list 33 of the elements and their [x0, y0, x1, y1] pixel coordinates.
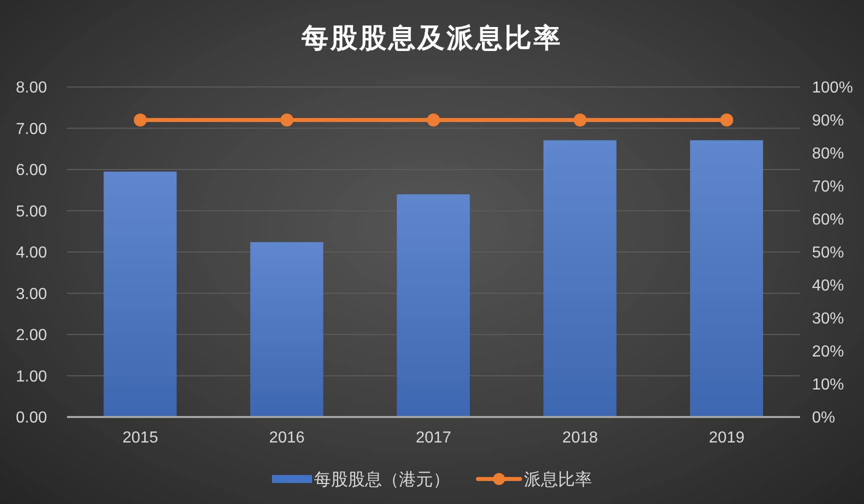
y-tick-label: 1.00 [16, 368, 48, 386]
x-tick-label: 2019 [708, 429, 745, 446]
y2-tick-label: 60% [812, 212, 844, 229]
bar [250, 242, 324, 417]
y-tick-label: 3.00 [16, 286, 48, 303]
y2-tick-label: 80% [812, 146, 844, 163]
legend-label: 每股股息（港元） [314, 468, 450, 490]
y2-tick-label: 90% [812, 112, 844, 130]
y2-tick-label: 30% [812, 310, 844, 328]
y-tick-label: 0.00 [16, 410, 48, 427]
x-tick-label: 2016 [269, 429, 305, 446]
bar [543, 140, 616, 417]
chart-title: 每股股息及派息比率 [300, 22, 564, 55]
bar [104, 172, 177, 417]
legend-label: 派息比率 [524, 468, 592, 490]
x-tick-label: 2018 [562, 429, 598, 446]
x-tick-label: 2015 [122, 429, 158, 446]
bar [690, 140, 764, 417]
y2-tick-label: 50% [812, 244, 844, 262]
y-tick-label: 6.00 [16, 162, 48, 180]
y2-tick-label: 20% [812, 344, 844, 361]
y2-tick-label: 10% [812, 376, 844, 394]
y2-tick-label: 100% [812, 80, 853, 97]
x-tick-label: 2017 [416, 429, 452, 446]
y-tick-label: 8.00 [16, 80, 48, 97]
y2-tick-label: 0% [812, 410, 836, 427]
y-tick-label: 7.00 [16, 120, 48, 138]
y2-tick-label: 40% [812, 278, 844, 295]
y2-tick-label: 70% [812, 178, 844, 196]
y-tick-label: 4.00 [16, 244, 48, 262]
y-tick-label: 5.00 [16, 203, 48, 220]
y-tick-label: 2.00 [16, 327, 48, 344]
bar [396, 194, 470, 417]
